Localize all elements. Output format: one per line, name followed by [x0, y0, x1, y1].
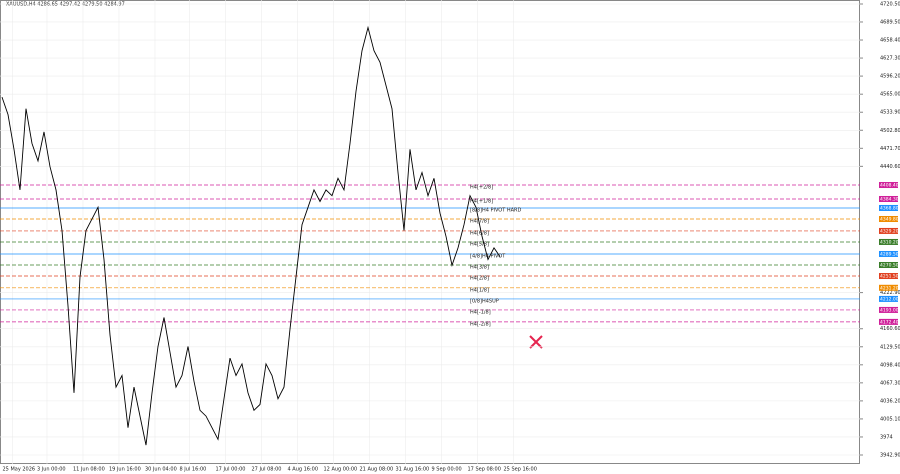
- price-tag: [879, 261, 898, 268]
- x-tick-label: 17 Jul 00:00: [216, 467, 246, 473]
- x-tick-label: 19 Jun 16:00: [109, 467, 141, 473]
- price-tag-label: 4212.00: [880, 296, 899, 302]
- price-tag-label: 4310.20: [880, 239, 899, 245]
- level-label: [8/8]H4 PIVOT HARD: [470, 207, 522, 213]
- x-tick-label: 27 Jul 08:00: [252, 467, 282, 473]
- level-label: H4[2/8]: [470, 276, 489, 282]
- price-tag: [879, 250, 898, 257]
- price-line: [1, 25, 501, 446]
- level-label: H4[-1/8]: [470, 309, 491, 315]
- y-tick-label: 4720.50: [880, 2, 900, 8]
- price-tag-label: 4349.80: [880, 217, 899, 223]
- y-tick-label: 4005.10: [880, 416, 900, 422]
- price-tag-label: 4329.20: [880, 228, 899, 234]
- y-tick-label: 4533.90: [880, 110, 900, 116]
- price-tag-label: 4384.30: [880, 196, 899, 202]
- level-label: H4[7/8]: [470, 219, 489, 225]
- x-tick-label: 17 Sep 08:00: [468, 467, 501, 473]
- price-tag: [879, 273, 898, 280]
- x-tick-label: 30 Jun 04:00: [145, 467, 177, 473]
- y-tick-label: 4440.60: [880, 164, 900, 170]
- level-label: H4[6/8]: [470, 230, 489, 236]
- x-tick-label: 25 May 2026: [3, 467, 36, 473]
- x-tick-label: 9 Sep 00:00: [432, 467, 462, 473]
- y-tick-label: 4689.50: [880, 19, 900, 25]
- price-tag: [879, 284, 898, 291]
- y-tick-label: 4036.20: [880, 398, 900, 404]
- x-tick-label: 21 Aug 08:00: [360, 467, 394, 473]
- y-tick-label: 4596.20: [880, 74, 900, 80]
- y-tick-label: 4222.90: [880, 290, 900, 296]
- level-label: H4[1/8]: [470, 287, 489, 293]
- x-tick-label: 11 Jun 08:00: [73, 467, 105, 473]
- y-tick-label: 4627.30: [880, 56, 900, 62]
- y-tick-label: 4502.80: [880, 128, 900, 134]
- level-label: H4[+1/8]: [470, 198, 493, 204]
- price-tag: [879, 318, 898, 325]
- level-label: H4[3/8]: [470, 264, 489, 270]
- price-tag-label: 4193.00: [880, 307, 899, 313]
- price-tag-label: 4251.50: [880, 274, 899, 280]
- level-label: H4[-2/8]: [470, 321, 491, 327]
- price-tag: [879, 204, 898, 211]
- x-tick-label: 31 Aug 16:00: [396, 467, 430, 473]
- price-tag-label: 4408.40: [880, 183, 899, 189]
- y-tick-label: 4067.30: [880, 380, 900, 386]
- level-label: H4[5/8]: [470, 241, 489, 247]
- price-tag-label: 4289.50: [880, 251, 899, 257]
- price-tag-label: 4231.20: [880, 285, 899, 291]
- y-tick-label: 4160.60: [880, 326, 900, 332]
- y-tick-label: 3942.90: [880, 453, 900, 459]
- price-tag: [879, 238, 898, 245]
- price-tag: [879, 295, 898, 302]
- x-tick-label: 4 Aug 16:00: [288, 467, 319, 473]
- chart-title: XAUUSD,H4 4286.65 4297.42 4279.50 4284.9…: [6, 2, 125, 8]
- x-tick-label: 25 Sep 16:00: [504, 467, 537, 473]
- level-label: [0/8]H4SUP: [470, 298, 499, 304]
- y-tick-label: 3974: [880, 434, 893, 440]
- price-tag-label: 4270.50: [880, 262, 899, 268]
- x-tick-label: 3 Jun 00:00: [37, 467, 66, 473]
- price-tag-label: 4368.80: [880, 205, 899, 211]
- level-label: H4[+2/8]: [470, 185, 493, 191]
- y-tick-label: 4658.40: [880, 38, 900, 44]
- level-label: [4/8]H4 PIVOT: [470, 253, 506, 259]
- close-marker: [529, 335, 543, 349]
- plot-frame: [0, 0, 860, 464]
- price-tag: [879, 182, 898, 189]
- y-tick-label: 4098.40: [880, 362, 900, 368]
- price-tag: [879, 227, 898, 234]
- price-tag: [879, 216, 898, 223]
- x-tick-label: 8 Jul 16:00: [180, 467, 207, 473]
- y-tick-label: 4471.70: [880, 146, 900, 152]
- price-tag: [879, 306, 898, 313]
- price-tag-label: 4172.40: [880, 319, 899, 325]
- x-tick-label: 12 Aug 00:00: [324, 467, 358, 473]
- y-tick-label: 4129.50: [880, 344, 900, 350]
- price-tag: [879, 195, 898, 202]
- y-tick-label: 4565.00: [880, 92, 900, 98]
